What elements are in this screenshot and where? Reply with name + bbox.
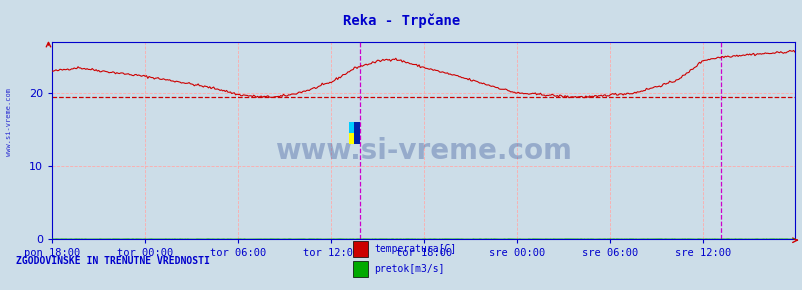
Text: pretok[m3/s]: pretok[m3/s] [374, 264, 444, 274]
Text: ZGODOVINSKE IN TRENUTNE VREDNOSTI: ZGODOVINSKE IN TRENUTNE VREDNOSTI [16, 256, 209, 266]
Text: www.si-vreme.com: www.si-vreme.com [6, 88, 12, 156]
Text: temperatura[C]: temperatura[C] [374, 244, 456, 254]
Bar [349, 122, 354, 133]
Bar [354, 122, 359, 144]
Text: www.si-vreme.com: www.si-vreme.com [275, 137, 571, 164]
Bar [349, 122, 354, 144]
Text: Reka - Trpčane: Reka - Trpčane [342, 13, 460, 28]
